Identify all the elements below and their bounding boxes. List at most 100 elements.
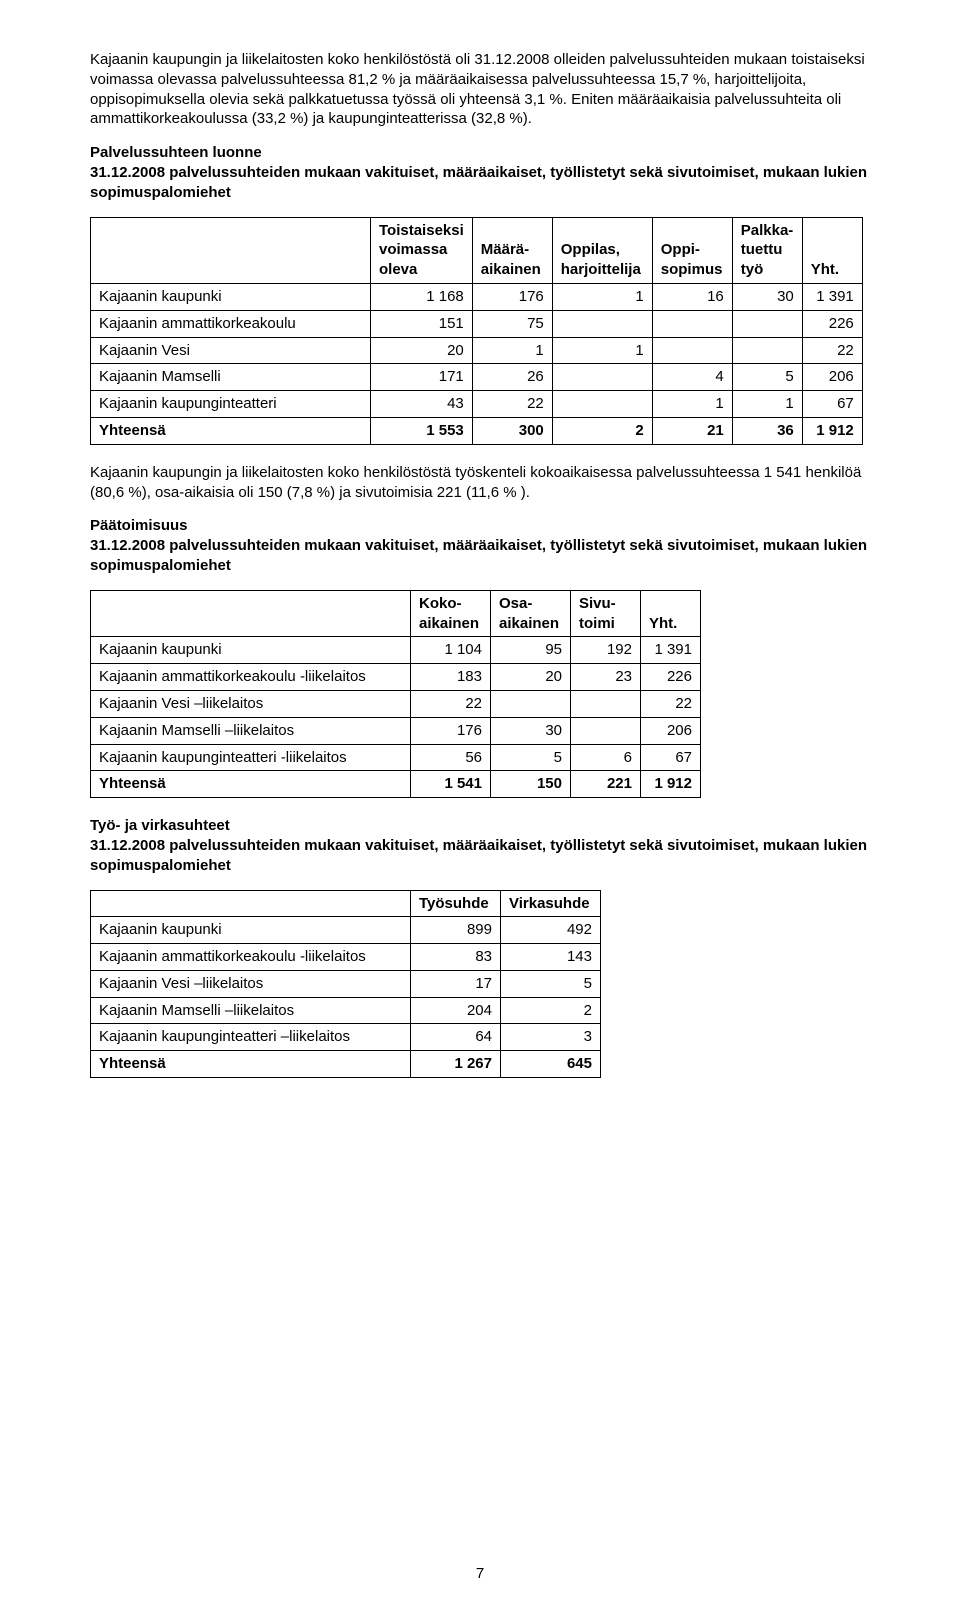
row-label: Kajaanin kaupunginteatteri –liikelaitos — [91, 1024, 411, 1051]
cell-value: 22 — [641, 690, 701, 717]
row-label: Kajaanin ammattikorkeakoulu -liikelaitos — [91, 664, 411, 691]
cell-value: 1 — [472, 337, 552, 364]
table-row: Kajaanin Vesi –liikelaitos2222 — [91, 690, 701, 717]
cell-value: 143 — [501, 944, 601, 971]
mid-paragraph: Kajaanin kaupungin ja liikelaitosten kok… — [90, 463, 890, 503]
total-label: Yhteensä — [91, 771, 411, 798]
table-header: Oppilas,harjoittelija — [552, 217, 652, 283]
total-value: 300 — [472, 417, 552, 444]
cell-value: 22 — [802, 337, 862, 364]
table-row: Kajaanin ammattikorkeakoulu15175226 — [91, 310, 863, 337]
cell-value — [732, 337, 802, 364]
cell-value: 43 — [371, 391, 473, 418]
total-value: 221 — [571, 771, 641, 798]
cell-value: 1 — [552, 337, 652, 364]
total-label: Yhteensä — [91, 1051, 411, 1078]
table-row: Kajaanin kaupunginteatteri –liikelaitos6… — [91, 1024, 601, 1051]
section1-heading: Palvelussuhteen luonne — [90, 143, 890, 163]
total-value: 2 — [552, 417, 652, 444]
cell-value: 75 — [472, 310, 552, 337]
page-number: 7 — [0, 1564, 960, 1584]
table-row: Kajaanin kaupunki899492 — [91, 917, 601, 944]
total-value: 36 — [732, 417, 802, 444]
cell-value: 176 — [472, 283, 552, 310]
cell-value: 23 — [571, 664, 641, 691]
table-header — [91, 890, 411, 917]
total-value: 645 — [501, 1051, 601, 1078]
section3-subheading: 31.12.2008 palvelussuhteiden mukaan vaki… — [90, 836, 890, 876]
table-row: Kajaanin kaupunginteatteri -liikelaitos5… — [91, 744, 701, 771]
total-value: 1 267 — [411, 1051, 501, 1078]
cell-value: 17 — [411, 970, 501, 997]
table-row: Kajaanin ammattikorkeakoulu -liikelaitos… — [91, 664, 701, 691]
cell-value: 30 — [491, 717, 571, 744]
total-label: Yhteensä — [91, 417, 371, 444]
cell-value: 30 — [732, 283, 802, 310]
row-label: Kajaanin kaupunki — [91, 917, 411, 944]
table-row: Kajaanin ammattikorkeakoulu -liikelaitos… — [91, 944, 601, 971]
row-label: Kajaanin Vesi –liikelaitos — [91, 690, 411, 717]
row-label: Kajaanin kaupunginteatteri — [91, 391, 371, 418]
total-value: 1 912 — [641, 771, 701, 798]
cell-value: 22 — [411, 690, 491, 717]
cell-value: 4 — [652, 364, 732, 391]
table-header: Palkka-tuettu työ — [732, 217, 802, 283]
cell-value: 5 — [732, 364, 802, 391]
table-row: Kajaanin Vesi201122 — [91, 337, 863, 364]
table-total-row: Yhteensä1 553300221361 912 — [91, 417, 863, 444]
cell-value: 176 — [411, 717, 491, 744]
row-label: Kajaanin kaupunki — [91, 637, 411, 664]
cell-value: 206 — [641, 717, 701, 744]
cell-value: 1 391 — [641, 637, 701, 664]
cell-value: 206 — [802, 364, 862, 391]
cell-value: 1 — [652, 391, 732, 418]
cell-value: 6 — [571, 744, 641, 771]
section1-subheading: 31.12.2008 palvelussuhteiden mukaan vaki… — [90, 163, 890, 203]
cell-value: 20 — [491, 664, 571, 691]
table-tyo-virkasuhteet: TyösuhdeVirkasuhdeKajaanin kaupunki89949… — [90, 890, 601, 1079]
cell-value: 67 — [641, 744, 701, 771]
cell-value: 16 — [652, 283, 732, 310]
cell-value: 5 — [501, 970, 601, 997]
table-row: Kajaanin Mamselli –liikelaitos2042 — [91, 997, 601, 1024]
cell-value: 192 — [571, 637, 641, 664]
cell-value: 171 — [371, 364, 473, 391]
table-palvelussuhteen-luonne: Toistaiseksi voimassa olevaMäärä-aikaine… — [90, 217, 863, 445]
cell-value: 67 — [802, 391, 862, 418]
cell-value: 899 — [411, 917, 501, 944]
cell-value — [491, 690, 571, 717]
table-header — [91, 217, 371, 283]
cell-value: 2 — [501, 997, 601, 1024]
table-header: Työsuhde — [411, 890, 501, 917]
cell-value: 3 — [501, 1024, 601, 1051]
document-page: Kajaanin kaupungin ja liikelaitosten kok… — [0, 0, 960, 1604]
row-label: Kajaanin kaupunki — [91, 283, 371, 310]
cell-value — [732, 310, 802, 337]
cell-value — [571, 717, 641, 744]
cell-value: 5 — [491, 744, 571, 771]
cell-value: 226 — [641, 664, 701, 691]
total-value: 21 — [652, 417, 732, 444]
table-header: Koko-aikainen — [411, 590, 491, 637]
table-total-row: Yhteensä1 5411502211 912 — [91, 771, 701, 798]
cell-value — [552, 364, 652, 391]
table-paatoimisuus: Koko-aikainenOsa-aikainenSivu-toimiYht.K… — [90, 590, 701, 798]
table-row: Kajaanin kaupunki1 168176116301 391 — [91, 283, 863, 310]
cell-value — [652, 337, 732, 364]
cell-value: 26 — [472, 364, 552, 391]
cell-value — [571, 690, 641, 717]
table-header — [91, 590, 411, 637]
row-label: Kajaanin Vesi — [91, 337, 371, 364]
table-row: Kajaanin kaupunki1 104951921 391 — [91, 637, 701, 664]
table-row: Kajaanin Vesi –liikelaitos175 — [91, 970, 601, 997]
cell-value: 1 — [732, 391, 802, 418]
cell-value: 95 — [491, 637, 571, 664]
total-value: 1 912 — [802, 417, 862, 444]
intro-paragraph: Kajaanin kaupungin ja liikelaitosten kok… — [90, 50, 890, 129]
cell-value: 1 104 — [411, 637, 491, 664]
total-value: 150 — [491, 771, 571, 798]
table-header: Yht. — [802, 217, 862, 283]
table-header: Virkasuhde — [501, 890, 601, 917]
cell-value: 183 — [411, 664, 491, 691]
table-total-row: Yhteensä1 267645 — [91, 1051, 601, 1078]
